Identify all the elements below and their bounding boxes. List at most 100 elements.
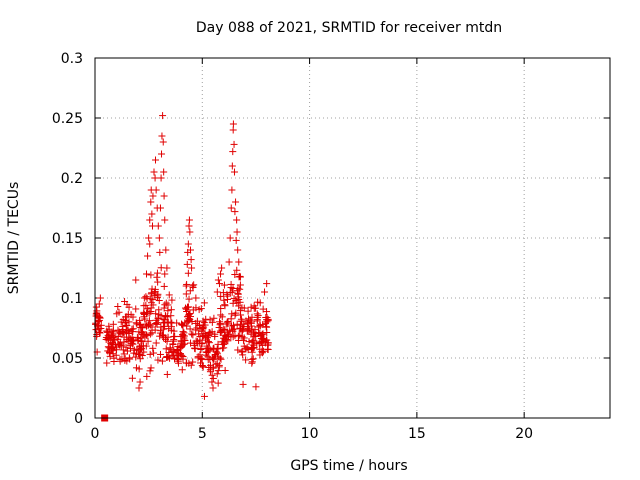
data-point	[158, 132, 166, 140]
data-point	[165, 291, 173, 299]
data-point	[264, 339, 272, 347]
data-point	[229, 299, 237, 307]
data-point	[252, 383, 260, 391]
data-point	[132, 276, 140, 284]
data-point	[136, 320, 144, 328]
y-tick-label: 0.05	[52, 351, 83, 367]
data-point	[261, 288, 269, 296]
data-point	[259, 330, 267, 338]
data-point	[128, 339, 136, 347]
data-point	[229, 327, 237, 335]
data-point	[234, 284, 242, 292]
data-point	[145, 234, 153, 242]
axis-ticks: 0 5 10 15 20 0 0.05 0.1 0.15 0.2 0.25 0.3	[52, 51, 610, 442]
data-point	[144, 337, 152, 345]
data-point	[169, 351, 177, 359]
data-point	[128, 325, 136, 333]
data-point	[166, 354, 174, 362]
data-point	[144, 252, 152, 260]
data-point	[183, 260, 191, 268]
data-point	[148, 210, 156, 218]
data-point	[254, 313, 262, 321]
data-point	[226, 234, 234, 242]
data-point	[154, 356, 162, 364]
data-point	[193, 317, 201, 325]
data-point	[215, 280, 223, 288]
data-point	[236, 272, 244, 280]
data-point	[200, 392, 208, 400]
data-point	[217, 355, 225, 363]
data-point	[244, 307, 252, 315]
y-tick-label: 0.25	[52, 111, 83, 127]
data-point	[249, 336, 257, 344]
data-point	[104, 347, 112, 355]
data-point	[206, 368, 214, 376]
data-point	[242, 345, 250, 353]
data-point	[187, 256, 195, 264]
data-point	[230, 168, 238, 176]
data-point	[148, 329, 156, 337]
data-point	[166, 344, 174, 352]
data-point	[191, 344, 199, 352]
data-point	[115, 308, 123, 316]
data-point	[182, 290, 190, 298]
data-point	[221, 326, 229, 334]
data-point	[229, 126, 237, 134]
data-point	[221, 339, 229, 347]
data-point	[227, 315, 235, 323]
data-point	[129, 340, 137, 348]
data-point	[173, 319, 181, 327]
data-point	[126, 355, 134, 363]
data-point	[189, 358, 197, 366]
data-point	[229, 321, 237, 329]
data-point	[247, 319, 255, 327]
x-tick-label: 0	[91, 426, 100, 442]
data-point	[182, 282, 190, 290]
data-point	[150, 349, 158, 357]
data-point	[215, 318, 223, 326]
data-point	[135, 384, 143, 392]
data-point	[188, 330, 196, 338]
y-axis-label: SRMTID / TECUs	[6, 182, 22, 295]
data-point	[155, 306, 163, 314]
data-point	[163, 353, 171, 361]
data-point	[220, 296, 228, 304]
data-point	[92, 320, 100, 328]
data-point	[249, 355, 257, 363]
data-point	[160, 192, 168, 200]
data-point	[157, 174, 165, 182]
data-point	[192, 294, 200, 302]
data-point	[189, 282, 197, 290]
data-point	[208, 328, 216, 336]
data-point	[179, 353, 187, 361]
data-point	[147, 271, 155, 279]
data-point	[158, 357, 166, 365]
data-point	[174, 359, 182, 367]
data-point	[208, 371, 216, 379]
data-point	[148, 285, 156, 293]
data-point	[110, 357, 118, 365]
data-point	[117, 318, 125, 326]
data-point	[228, 310, 236, 318]
data-point	[156, 248, 164, 256]
data-point	[118, 355, 126, 363]
data-point	[95, 317, 103, 325]
data-point	[239, 380, 247, 388]
grid	[95, 58, 610, 418]
data-point	[154, 314, 162, 322]
data-point	[174, 343, 182, 351]
data-point	[146, 350, 154, 358]
data-point	[231, 271, 239, 279]
data-point	[178, 340, 186, 348]
data-point	[243, 343, 251, 351]
data-point	[159, 138, 167, 146]
data-point	[152, 320, 160, 328]
data-point	[158, 150, 166, 158]
data-point	[128, 374, 136, 382]
data-point	[152, 186, 160, 194]
data-point	[197, 355, 205, 363]
data-point	[152, 156, 160, 164]
data-point	[218, 264, 226, 272]
data-point	[123, 301, 131, 309]
